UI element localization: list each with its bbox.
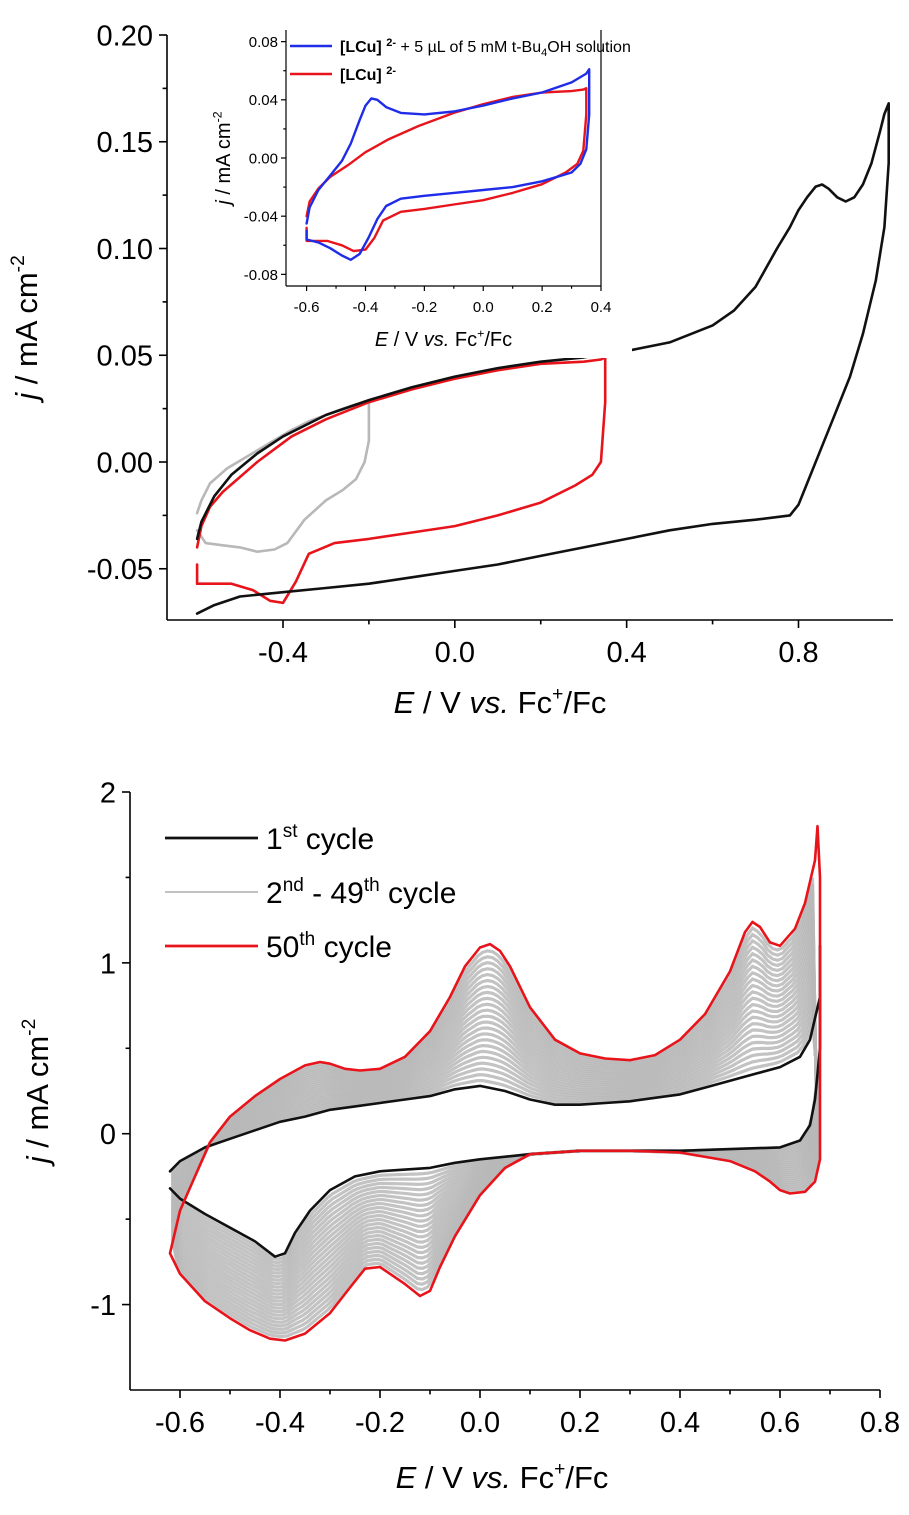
legend-ordinal: st — [283, 821, 299, 842]
bottom-cv-plot: -0.6 -0.4 -0.2 0.0 0.2 0.4 0.6 0.8 -1 0 1 2 E / V vs… — [19, 777, 900, 1495]
legend-text-2: cycle — [380, 877, 457, 910]
y-tick-label: -0.08 — [244, 267, 278, 284]
x-axis-title-ref: Fc — [511, 1460, 554, 1495]
y-axis-title: j / mA cm-2 — [19, 1019, 55, 1168]
x-axis-title-unit: / V — [388, 329, 424, 351]
x-tick-label: 0.0 — [473, 299, 494, 316]
y-axis-title-symbol: j — [213, 200, 235, 208]
inset-legend-compound: [LCu] — [340, 39, 382, 56]
legend-text: - 49 — [304, 877, 364, 910]
x-axis-title-sup: + — [554, 1459, 565, 1480]
y-tick-label: 0.05 — [97, 341, 153, 373]
x-axis-title-vs: vs. — [469, 685, 509, 720]
y-axis-title: j / mA cm-2 — [8, 255, 44, 404]
x-axis-title-sup: + — [477, 327, 484, 341]
x-axis-title-ref2: /Fc — [563, 685, 606, 720]
inset-legend-compound: [LCu] — [340, 67, 382, 84]
inset-background — [232, 28, 632, 358]
x-axis-title-ref2: /Fc — [565, 1460, 608, 1495]
legend-ordinal-2: th — [364, 875, 380, 896]
x-axis-title-ref: Fc — [449, 329, 477, 351]
inset-legend-additive: + 5 µL of 5 mM t-Bu — [396, 39, 541, 56]
y-tick-label: 0.08 — [249, 34, 278, 51]
series-grey-line — [195, 400, 371, 553]
inset-legend-label: [LCu] 2- — [340, 65, 396, 84]
inset-legend-label: [LCu] 2- + 5 µL of 5 mM t-Bu4OH solution — [340, 37, 631, 59]
y-tick-label: 0.15 — [97, 127, 153, 159]
series-red-line — [305, 87, 588, 253]
series-black-line — [195, 102, 890, 615]
legend-ordinal: nd — [283, 875, 304, 896]
legend-cycle-number: 50 — [266, 931, 299, 964]
y-axis-title-unit: / mA cm — [213, 122, 235, 200]
legend-label: 1st cycle — [266, 821, 374, 856]
y-tick-label: 0.10 — [97, 234, 153, 266]
y-axis-title-sup: -2 — [19, 1019, 40, 1036]
y-tick-label: 1 — [100, 948, 116, 980]
x-tick-label: 0.8 — [778, 637, 818, 669]
top-cv-plot: -0.4 0.0 0.4 0.8 -0.05 0.00 0.05 0.10 0.15 0.20 E … — [8, 20, 893, 720]
y-tick-label: 0 — [100, 1119, 116, 1151]
y-tick-label: -0.04 — [244, 209, 278, 226]
series-blue-line — [305, 68, 591, 261]
inset-legend-sub: 4 — [541, 47, 547, 59]
y-axis-title-unit: / mA cm — [9, 272, 44, 393]
y-axis-title-unit: / mA cm — [20, 1036, 55, 1157]
y-tick-label: 0.00 — [249, 150, 278, 167]
series-black-line — [168, 944, 822, 1258]
x-tick-label: 0.0 — [435, 637, 475, 669]
x-axis-title: E / V vs. Fc+/Fc — [396, 1459, 609, 1495]
y-axis-title-sup: -2 — [8, 255, 29, 272]
y-tick-label: 2 — [100, 777, 116, 809]
x-axis-title-symbol: E — [396, 1460, 417, 1495]
x-tick-label: 0.4 — [606, 637, 646, 669]
inset-legend-charge: 2- — [386, 65, 396, 77]
series-red-line — [168, 824, 822, 1342]
y-tick-label: 0.04 — [249, 92, 278, 109]
y-axis-title: j / mA cm-2 — [211, 111, 235, 207]
x-tick-label: 0.6 — [760, 1407, 800, 1439]
y-tick-label: 0.00 — [97, 447, 153, 479]
x-tick-label: 0.0 — [460, 1407, 500, 1439]
x-axis-title-unit: / V — [414, 685, 469, 720]
x-tick-label: -0.6 — [294, 299, 320, 316]
legend-text: cycle — [315, 931, 392, 964]
x-tick-label: 0.2 — [532, 299, 553, 316]
x-tick-label: -0.4 — [255, 1407, 305, 1439]
x-tick-label: -0.4 — [258, 637, 308, 669]
inset-legend-charge: 2- — [386, 37, 396, 49]
legend-label: 2nd - 49th cycle — [266, 875, 456, 910]
x-axis-title-sup: + — [552, 684, 563, 705]
x-axis-title-symbol: E — [375, 329, 389, 351]
y-axis-title-sup: -2 — [211, 111, 225, 122]
x-tick-label: -0.2 — [411, 299, 437, 316]
x-tick-label: -0.6 — [155, 1407, 205, 1439]
inset-cv-plot: -0.6 -0.4 -0.2 0.0 0.2 0.4 -0.08 -0.04 0.00 0.04 0… — [211, 28, 632, 358]
legend-label: 50th cycle — [266, 929, 392, 964]
x-tick-label: -0.2 — [355, 1407, 405, 1439]
x-axis-title-vs: vs. — [471, 1460, 511, 1495]
y-tick-label: -0.05 — [87, 554, 153, 586]
x-axis-title-unit: / V — [416, 1460, 471, 1495]
x-tick-label: 0.8 — [860, 1407, 900, 1439]
x-tick-label: 0.4 — [660, 1407, 700, 1439]
legend-text: cycle — [297, 823, 374, 856]
y-tick-label: -1 — [90, 1290, 116, 1322]
x-tick-label: 0.4 — [591, 299, 612, 316]
legend-cycle-number: 2 — [266, 877, 283, 910]
x-tick-label: -0.4 — [353, 299, 379, 316]
y-tick-label: 0.20 — [97, 20, 153, 52]
x-axis-title: E / V vs. Fc+/Fc — [394, 684, 607, 720]
x-axis-title-vs: vs. — [424, 329, 450, 351]
x-axis-title-ref2: /Fc — [484, 329, 512, 351]
inset-legend-additive-2: OH solution — [547, 39, 631, 56]
x-tick-label: 0.2 — [560, 1407, 600, 1439]
series-red-line — [195, 356, 607, 605]
legend-ordinal: th — [299, 929, 315, 950]
x-axis-title: E / V vs. Fc+/Fc — [375, 327, 512, 351]
legend-cycle-number: 1 — [266, 823, 283, 856]
x-axis-title-ref: Fc — [509, 685, 552, 720]
x-axis-title-symbol: E — [394, 685, 415, 720]
